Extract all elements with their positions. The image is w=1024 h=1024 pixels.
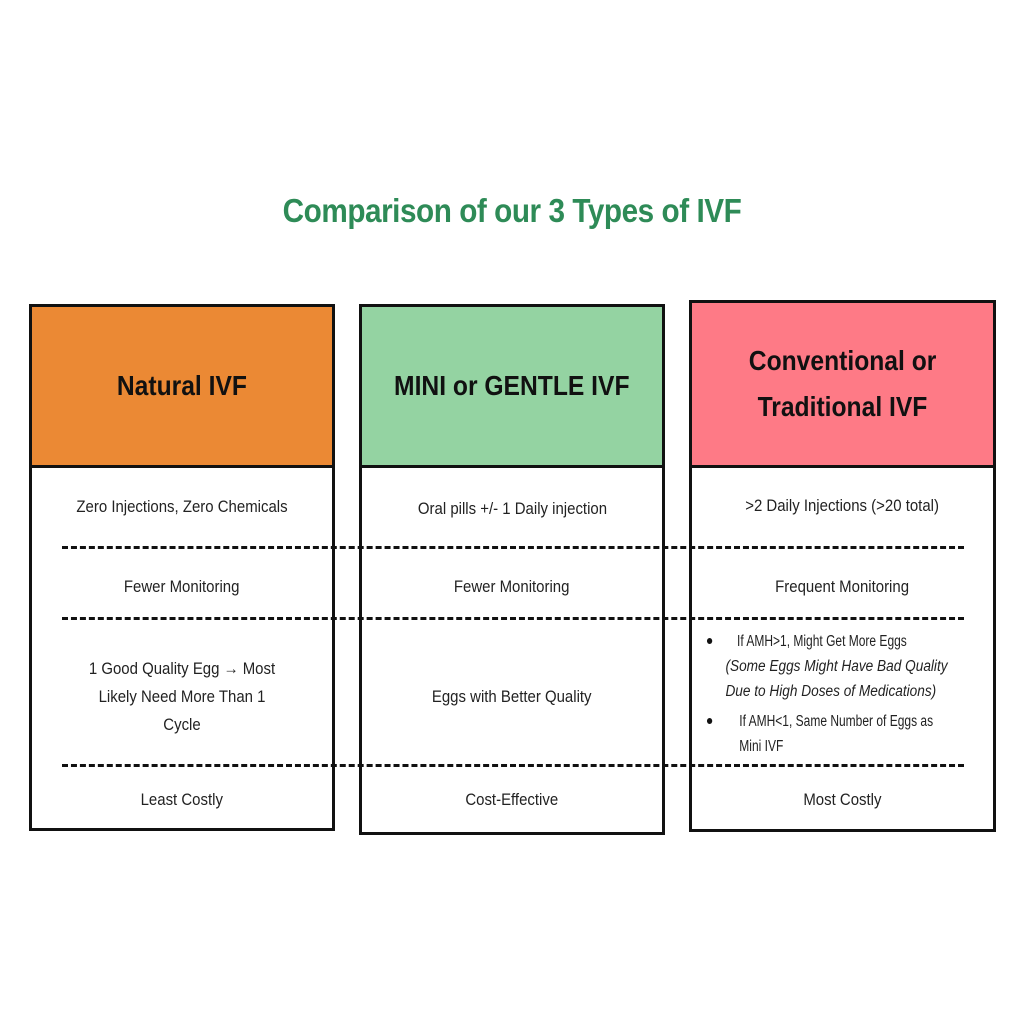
page-title: Comparison of our 3 Types of IVF <box>282 192 742 229</box>
column-natural-ivf: Natural IVF Zero Injections, Zero Chemic… <box>29 304 335 831</box>
cell-injections: Zero Injections, Zero Chemicals <box>32 477 332 537</box>
column-mini-ivf: MINI or GENTLE IVF Oral pills +/- 1 Dail… <box>359 304 665 835</box>
cell-injections: >2 Daily Injections (>20 total) <box>692 477 993 535</box>
cell-text: Least Costly <box>140 789 224 809</box>
cell-eggs: 1 Good Quality Egg → Most Likely Need Mo… <box>32 627 332 767</box>
cell-text: Oral pills +/- 1 Daily injection <box>417 499 607 518</box>
cell-monitoring: Fewer Monitoring <box>362 557 662 617</box>
cell-text: Frequent Monitoring <box>775 577 910 596</box>
row-divider <box>62 764 964 767</box>
bullet-item: If AMH<1, Same Number of Eggs as Mini IV… <box>692 709 956 759</box>
row-divider <box>62 617 964 620</box>
bullet-text: If AMH>1, Might Get More Eggs <box>737 632 907 650</box>
header-label: MINI or GENTLE IVF <box>394 370 630 401</box>
cell-eggs: Eggs with Better Quality <box>362 627 662 767</box>
cell-cost: Cost-Effective <box>362 772 662 827</box>
cell-cost: Most Costly <box>692 772 993 827</box>
bullet-italic-note: (Some Eggs Might Have Bad Quality Due to… <box>725 657 948 700</box>
header-label-line2: Traditional IVF <box>757 391 928 422</box>
cell-text: Cost-Effective <box>465 789 559 809</box>
cell-text: Fewer Monitoring <box>454 577 570 596</box>
cell-text: 1 Good Quality Egg → Most Likely Need Mo… <box>88 659 276 734</box>
header-natural-ivf: Natural IVF <box>32 307 332 468</box>
cell-cost: Least Costly <box>32 772 332 827</box>
header-label-line1: Conventional or <box>748 345 937 376</box>
cell-injections: Oral pills +/- 1 Daily injection <box>362 479 662 539</box>
column-conventional-ivf: Conventional or Traditional IVF >2 Daily… <box>689 300 996 832</box>
row-divider <box>62 546 964 549</box>
cell-text: Zero Injections, Zero Chemicals <box>76 497 288 516</box>
cell-text: Eggs with Better Quality <box>432 687 592 706</box>
bullet-text: If AMH<1, Same Number of Eggs as Mini IV… <box>739 712 934 755</box>
header-mini-ivf: MINI or GENTLE IVF <box>362 307 662 468</box>
eggs-bullet-list: If AMH>1, Might Get More Eggs (Some Eggs… <box>692 629 956 764</box>
header-label: Natural IVF <box>116 370 248 401</box>
cell-text: >2 Daily Injections (>20 total) <box>745 496 940 515</box>
header-conventional-ivf: Conventional or Traditional IVF <box>692 303 993 468</box>
cell-text: Fewer Monitoring <box>124 577 240 596</box>
cell-monitoring: Fewer Monitoring <box>32 557 332 617</box>
cell-monitoring: Frequent Monitoring <box>692 557 993 617</box>
bullet-item: If AMH>1, Might Get More Eggs (Some Eggs… <box>692 629 956 704</box>
cell-eggs: If AMH>1, Might Get More Eggs (Some Eggs… <box>692 627 993 765</box>
cell-text: Most Costly <box>803 789 882 809</box>
